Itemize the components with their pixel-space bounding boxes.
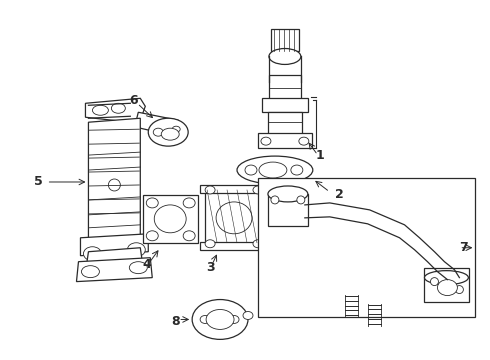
Polygon shape — [143, 195, 198, 243]
Text: 6: 6 — [129, 94, 138, 107]
Polygon shape — [76, 258, 152, 282]
Polygon shape — [262, 98, 308, 112]
Ellipse shape — [237, 156, 313, 184]
Ellipse shape — [111, 103, 125, 113]
Ellipse shape — [108, 179, 121, 191]
Polygon shape — [205, 188, 264, 245]
Polygon shape — [269, 75, 301, 100]
Ellipse shape — [154, 205, 186, 233]
Polygon shape — [268, 194, 308, 226]
Text: 8: 8 — [171, 315, 179, 328]
Text: 7: 7 — [459, 241, 468, 254]
Polygon shape — [85, 98, 145, 122]
Ellipse shape — [183, 231, 195, 241]
Ellipse shape — [424, 271, 468, 285]
Polygon shape — [271, 28, 299, 50]
Ellipse shape — [271, 196, 279, 204]
Ellipse shape — [268, 186, 308, 202]
Polygon shape — [89, 118, 140, 244]
Ellipse shape — [148, 118, 188, 146]
Ellipse shape — [261, 137, 271, 145]
Polygon shape — [200, 185, 270, 193]
Ellipse shape — [192, 300, 248, 339]
Ellipse shape — [81, 266, 99, 278]
Bar — [258, 178, 475, 318]
Ellipse shape — [431, 278, 439, 285]
Ellipse shape — [183, 198, 195, 208]
Ellipse shape — [291, 165, 303, 175]
Ellipse shape — [83, 247, 101, 261]
Ellipse shape — [299, 137, 309, 145]
Polygon shape — [136, 112, 182, 136]
Ellipse shape — [253, 186, 263, 194]
Ellipse shape — [216, 202, 252, 234]
Ellipse shape — [205, 240, 215, 248]
Ellipse shape — [455, 285, 464, 293]
Ellipse shape — [205, 186, 215, 194]
Ellipse shape — [229, 315, 239, 323]
Polygon shape — [200, 242, 270, 250]
Polygon shape — [424, 268, 469, 302]
Ellipse shape — [269, 49, 301, 64]
Ellipse shape — [153, 128, 163, 136]
Text: 2: 2 — [335, 188, 344, 202]
Ellipse shape — [200, 315, 210, 323]
Polygon shape — [258, 133, 312, 148]
Ellipse shape — [147, 198, 158, 208]
Polygon shape — [86, 248, 142, 266]
Polygon shape — [80, 234, 148, 256]
Polygon shape — [268, 112, 302, 135]
Ellipse shape — [127, 243, 145, 257]
Ellipse shape — [297, 196, 305, 204]
Ellipse shape — [172, 126, 180, 132]
Ellipse shape — [147, 231, 158, 241]
Ellipse shape — [438, 280, 457, 296]
Ellipse shape — [245, 165, 257, 175]
Ellipse shape — [206, 310, 234, 329]
Text: 1: 1 — [316, 149, 324, 162]
Ellipse shape — [129, 262, 147, 274]
Ellipse shape — [253, 240, 263, 248]
Ellipse shape — [259, 162, 287, 178]
Ellipse shape — [243, 311, 253, 319]
Ellipse shape — [93, 105, 108, 115]
Text: 3: 3 — [206, 261, 215, 274]
Ellipse shape — [161, 128, 179, 140]
Text: 4: 4 — [143, 258, 151, 271]
Text: 5: 5 — [34, 175, 43, 189]
